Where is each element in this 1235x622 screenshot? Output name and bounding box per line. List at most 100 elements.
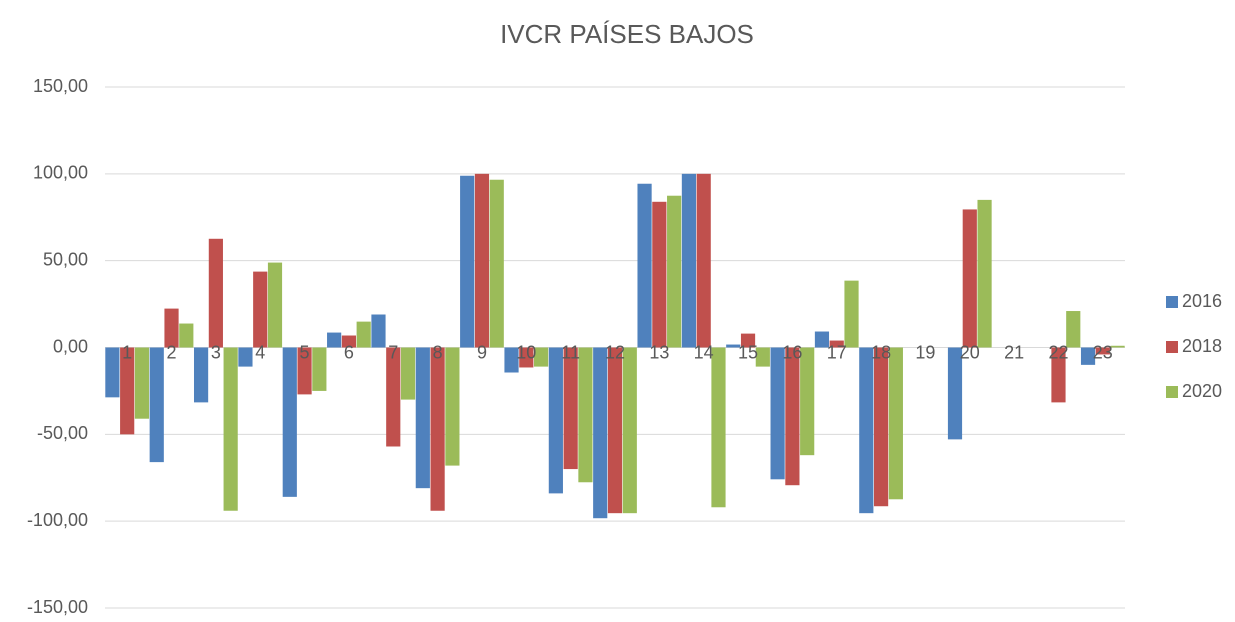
bar	[415, 347, 430, 489]
y-tick-label: -100,00	[27, 510, 88, 530]
x-tick-label: 17	[827, 342, 847, 362]
bar	[947, 347, 963, 440]
bar	[770, 347, 785, 480]
x-tick-label: 3	[211, 342, 221, 362]
bar	[208, 238, 223, 348]
bar	[120, 347, 135, 435]
x-tick-label: 20	[960, 342, 980, 362]
bar	[755, 347, 770, 367]
bar	[593, 347, 608, 519]
x-tick-label: 13	[649, 342, 669, 362]
legend-label: 2016	[1182, 291, 1222, 311]
bar	[637, 183, 652, 348]
x-tick-label: 12	[605, 342, 625, 362]
bar	[814, 331, 830, 348]
bar	[563, 347, 578, 470]
bar	[164, 308, 179, 348]
y-tick-label: -50,00	[37, 423, 88, 443]
bar	[533, 347, 549, 367]
bar	[134, 347, 150, 419]
y-tick-label: 0,00	[53, 336, 88, 356]
chart-title: IVCR PAÍSES BAJOS	[500, 19, 754, 49]
bar	[785, 347, 800, 486]
x-tick-label: 2	[167, 342, 177, 362]
legend-swatch	[1166, 386, 1178, 398]
x-tick-label: 16	[782, 342, 802, 362]
bar	[622, 347, 637, 514]
bar	[711, 347, 726, 508]
bar	[460, 175, 475, 348]
bar	[977, 199, 992, 348]
bar	[386, 347, 401, 447]
bar	[1080, 347, 1096, 365]
bar	[726, 344, 741, 348]
x-tick-label: 6	[344, 342, 354, 362]
bar	[371, 314, 386, 348]
bar	[681, 173, 697, 348]
x-tick-label: 18	[871, 342, 891, 362]
bar	[800, 347, 815, 456]
y-tick-label: 100,00	[33, 163, 88, 183]
bar	[179, 323, 194, 348]
x-tick-label: 8	[433, 342, 443, 362]
bar	[504, 347, 519, 373]
bar	[859, 347, 874, 514]
x-tick-label: 15	[738, 342, 758, 362]
x-tick-label: 14	[694, 342, 714, 362]
x-tick-label: 1	[122, 342, 132, 362]
y-tick-label: -150,00	[27, 597, 88, 617]
bar	[519, 347, 534, 368]
x-tick-label: 23	[1093, 342, 1113, 362]
bar	[253, 271, 268, 348]
legend-label: 2018	[1182, 336, 1222, 356]
legend-swatch	[1166, 296, 1178, 308]
x-tick-label: 7	[388, 342, 398, 362]
bar	[400, 347, 416, 400]
bar	[667, 195, 682, 348]
x-tick-label: 9	[477, 342, 487, 362]
bar	[652, 201, 667, 348]
bar	[474, 173, 490, 348]
bar	[888, 347, 903, 500]
bar	[445, 347, 460, 466]
bar	[223, 347, 238, 511]
bar	[193, 347, 209, 403]
bar	[578, 347, 593, 483]
x-tick-label: 11	[561, 342, 580, 362]
bar	[297, 347, 312, 395]
x-tick-label: 5	[300, 342, 310, 362]
bar	[282, 347, 297, 497]
legend-swatch	[1166, 341, 1178, 353]
bar	[430, 347, 445, 511]
bar	[873, 347, 889, 507]
bar	[238, 347, 253, 367]
bar	[356, 321, 371, 348]
bar	[1051, 347, 1066, 403]
bar	[829, 340, 844, 348]
x-tick-label: 19	[915, 342, 935, 362]
bar	[607, 347, 623, 514]
x-tick-label: 10	[516, 342, 536, 362]
bar	[548, 347, 563, 494]
bar	[1066, 311, 1081, 348]
bar	[312, 347, 327, 391]
bar	[327, 332, 342, 348]
legend-label: 2020	[1182, 381, 1222, 401]
bar	[341, 335, 357, 348]
bar	[1095, 347, 1110, 355]
bar	[962, 209, 977, 348]
y-tick-label: 150,00	[33, 76, 88, 96]
bar	[267, 262, 283, 348]
x-tick-label: 22	[1048, 342, 1068, 362]
bar	[149, 347, 164, 463]
x-tick-label: 4	[255, 342, 265, 362]
bar	[844, 280, 859, 348]
bar	[105, 347, 120, 398]
bar	[696, 173, 711, 348]
bar	[1110, 345, 1125, 348]
x-tick-label: 21	[1004, 342, 1024, 362]
bar	[489, 179, 504, 348]
bar	[740, 333, 756, 348]
y-tick-label: 50,00	[43, 249, 88, 269]
